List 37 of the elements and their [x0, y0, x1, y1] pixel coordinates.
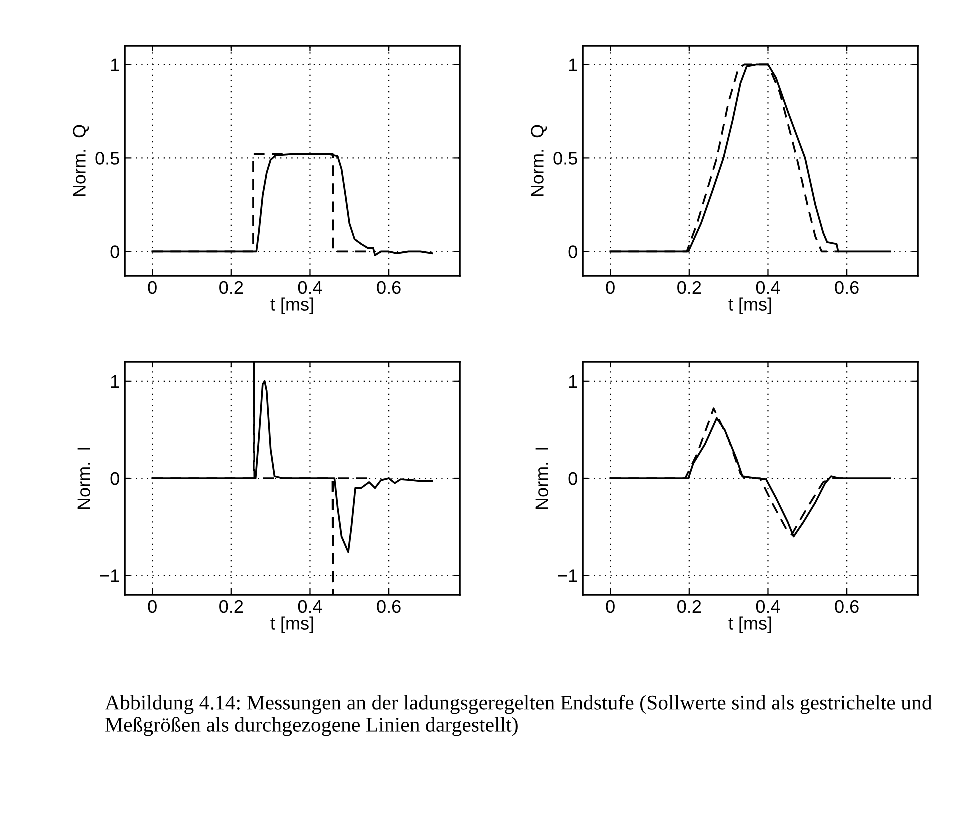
y-tick-label: 0: [110, 472, 120, 486]
x-tick-label: 0: [148, 600, 157, 614]
x-tick-label: 0.4: [298, 600, 322, 614]
x-tick-label: 0.4: [756, 600, 780, 614]
x-tick-label: 0.6: [835, 281, 859, 294]
y-tick-label: 0: [568, 246, 578, 258]
y-tick-label: 0: [110, 246, 120, 258]
y-axis-title: Norm. I: [536, 448, 548, 510]
x-tick-label: 0: [148, 281, 157, 294]
x-tick-label: 0.2: [220, 281, 244, 294]
x-tick-label: 0.2: [220, 600, 244, 614]
y-tick-label: 1: [111, 376, 120, 388]
x-tick-label: 0.4: [298, 281, 322, 294]
x-tick-label: 0.6: [377, 600, 401, 614]
y-axis-title: Norm. Q: [531, 125, 548, 196]
y-tick-label: 1: [111, 58, 120, 72]
x-tick-label: 0.6: [377, 281, 401, 294]
y-tick-label: −1: [100, 570, 120, 582]
x-axis-title: t [ms]: [728, 298, 772, 315]
x-tick-label: 0: [606, 600, 615, 614]
y-tick-label: −1: [558, 570, 578, 582]
x-axis-title: t [ms]: [270, 616, 314, 634]
y-tick-label: 0: [568, 472, 578, 486]
x-axis-title: t [ms]: [270, 298, 314, 315]
y-axis-title: Norm. I: [78, 448, 90, 510]
y-axis-title: Norm. Q: [73, 125, 90, 196]
x-tick-label: 0.2: [678, 281, 702, 294]
x-axis-title: t [ms]: [728, 616, 772, 634]
x-tick-label: 0: [606, 281, 615, 294]
x-tick-label: 0.2: [678, 600, 702, 614]
y-tick-label: 1: [569, 376, 578, 388]
y-tick-label: 0.5: [96, 152, 120, 165]
x-tick-label: 0.6: [835, 600, 859, 614]
x-tick-label: 0.4: [756, 281, 780, 294]
y-tick-label: 0.5: [554, 152, 578, 165]
y-tick-label: 1: [569, 58, 578, 72]
text: Abbildung 4.14: Messungen an der ladungsgeregelten Endstufe (Sollwerte sind als gestrichelte und Meßgrößen als durchgezogene Linien dargestellt): [105, 695, 932, 736]
